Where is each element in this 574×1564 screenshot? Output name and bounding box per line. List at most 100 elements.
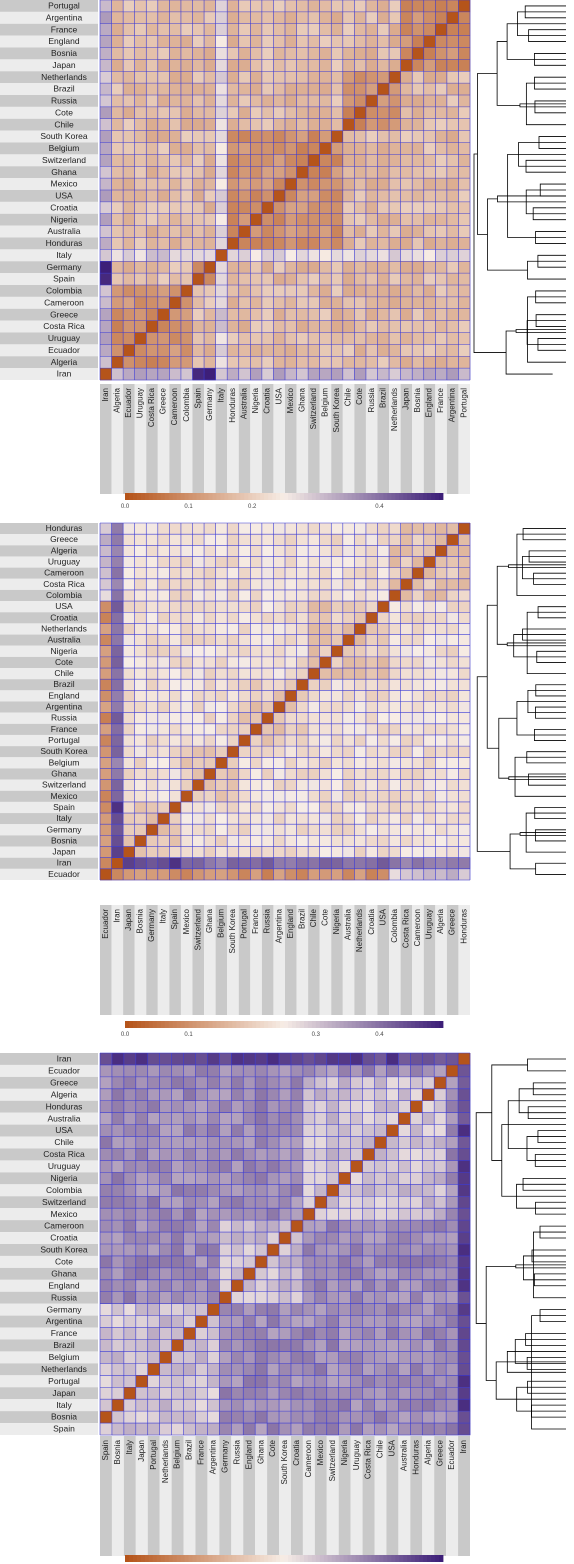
heatmap-cell (319, 285, 332, 298)
heatmap-cell (308, 668, 320, 680)
heatmap-cell (195, 1375, 208, 1388)
heatmap-cell (354, 23, 367, 36)
heatmap-cell (377, 824, 390, 836)
heatmap-cell (157, 578, 170, 591)
heatmap-cell (123, 201, 135, 215)
row-label: Cameroon (44, 568, 84, 578)
heatmap-cell (250, 868, 263, 881)
heatmap-cell (215, 47, 228, 60)
heatmap-cell (183, 1124, 196, 1137)
column-label-bg (362, 1436, 375, 1556)
heatmap-cell (410, 1088, 423, 1102)
colorbar-segment (144, 1555, 150, 1562)
row-label-bg (0, 1423, 98, 1435)
heatmap-cell (111, 645, 124, 658)
heatmap-cell (169, 166, 182, 179)
column-label-bg (147, 1436, 160, 1556)
colorbar-segment (168, 1021, 174, 1028)
heatmap-cell (146, 668, 159, 680)
heatmap-cell (204, 35, 216, 48)
heatmap-cell (423, 95, 436, 108)
heatmap-cell (231, 1244, 244, 1257)
row-label-bg (0, 1315, 98, 1328)
heatmap-cell (435, 130, 448, 143)
heatmap-cell (308, 712, 320, 725)
heatmap-cell (169, 801, 182, 814)
heatmap-cell (400, 757, 413, 769)
colorbar-segment (323, 1021, 329, 1028)
heatmap-cell (386, 1327, 399, 1340)
heatmap-cell (319, 261, 332, 274)
row-label: Netherlands (41, 1364, 87, 1374)
heatmap-cell (273, 534, 286, 546)
heatmap-cell (238, 679, 251, 691)
column-label-bg (423, 905, 436, 1015)
heatmap-cell (423, 344, 436, 357)
heatmap-cell (400, 273, 413, 286)
heatmap-cell (319, 190, 332, 203)
heatmap-cell (446, 249, 459, 262)
column-label-bg (157, 905, 170, 1015)
heatmap-cell (386, 1351, 399, 1364)
column-label-bg (250, 905, 262, 1015)
heatmap-cell (412, 768, 425, 780)
heatmap-cell (100, 567, 112, 580)
heatmap-cell (377, 801, 390, 814)
heatmap-cell (146, 178, 159, 191)
row-label: Russia (51, 1292, 77, 1302)
heatmap-cell (123, 679, 135, 691)
heatmap-cell (267, 1124, 280, 1137)
heatmap-cell (123, 106, 135, 120)
colorbar-segment (200, 1021, 205, 1028)
heatmap-cell (250, 734, 263, 747)
heatmap-cell (400, 723, 413, 736)
heatmap-cell (169, 757, 182, 769)
heatmap-cell (338, 1423, 351, 1436)
heatmap-cell (386, 1399, 399, 1412)
heatmap-cell (238, 668, 251, 680)
heatmap-cell (302, 1327, 316, 1340)
heatmap-cell (398, 1351, 411, 1364)
column-label: USA (388, 1439, 397, 1456)
colorbar-segment (248, 1555, 253, 1562)
column-label-bg (374, 1436, 387, 1556)
heatmap-cell (123, 1148, 137, 1161)
heatmap-cell (215, 589, 228, 602)
heatmap-cell (354, 296, 367, 310)
heatmap-cell (342, 824, 355, 836)
heatmap-cell (192, 118, 205, 131)
heatmap-cell (180, 332, 193, 345)
heatmap-cell (302, 1351, 316, 1364)
heatmap-cell (123, 668, 135, 680)
heatmap-cell (354, 824, 367, 836)
heatmap-cell (231, 1136, 244, 1149)
heatmap-cell (273, 690, 286, 702)
heatmap-cell (100, 1148, 113, 1161)
heatmap-cell (338, 1184, 351, 1197)
colorbar-segment (184, 1021, 190, 1028)
heatmap-cell (159, 1136, 172, 1149)
heatmap-cell (285, 589, 297, 602)
heatmap-cell (100, 612, 112, 624)
heatmap-cell (338, 1208, 351, 1221)
heatmap-cell (302, 1208, 316, 1221)
colorbar-segment (371, 493, 376, 500)
heatmap-cell (422, 1100, 435, 1113)
heatmap-cell (412, 757, 425, 769)
heatmap-cell (302, 1411, 316, 1424)
heatmap-cell (400, 835, 413, 847)
column-label: Germany (147, 909, 156, 942)
heatmap-cell (362, 1232, 375, 1245)
row-label-bg (0, 1100, 98, 1113)
heatmap-cell (100, 296, 112, 310)
heatmap-cell (412, 273, 425, 286)
heatmap-cell (169, 790, 182, 803)
heatmap-cell (423, 868, 436, 881)
heatmap-cell (326, 1196, 340, 1209)
heatmap-cell (261, 59, 274, 72)
heatmap-cell (261, 201, 274, 215)
heatmap-cell (308, 734, 320, 747)
heatmap-cell (123, 534, 135, 546)
heatmap-cell (389, 23, 401, 36)
column-label-bg (285, 384, 297, 494)
